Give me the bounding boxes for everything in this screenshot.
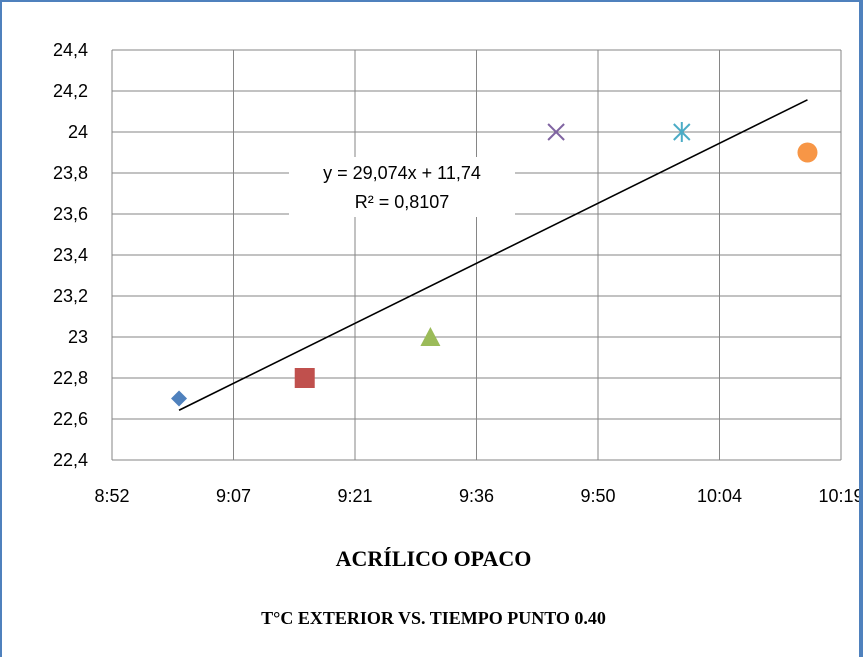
x-tick-label: 9:07 [216,486,251,506]
data-point-star [673,122,691,142]
y-tick-label: 22,6 [53,409,88,429]
y-tick-label: 24,4 [53,40,88,60]
chart-caption-subtitle: T°C EXTERIOR VS. TIEMPO PUNTO 0.40 [261,608,606,628]
x-tick-label: 9:36 [459,486,494,506]
x-tick-label: 9:50 [580,486,615,506]
data-point-circle [797,142,818,163]
x-tick-label: 8:52 [94,486,129,506]
y-axis-tick-labels: 22,4 22,6 22,8 23 23,2 23,4 23,6 23,8 24 24,2 24,4 [53,40,88,470]
data-point-x [547,123,565,141]
y-tick-label: 24 [68,122,88,142]
trendline-equation-background [289,157,515,217]
trendline-r-squared: R² = 0,8107 [355,192,450,212]
y-tick-label: 23,8 [53,163,88,183]
x-tick-label: 10:04 [697,486,742,506]
y-tick-label: 23,4 [53,245,88,265]
data-point-triangle [420,327,441,346]
x-tick-label: 9:21 [337,486,372,506]
trendline [178,99,808,411]
gridlines [111,49,842,461]
trendline-equation: y = 29,074x + 11,74 [323,163,481,183]
x-axis-tick-labels: 8:52 9:07 9:21 9:36 9:50 10:04 10:19 [94,486,859,506]
chart-caption-title: ACRÍLICO OPACO [335,546,532,571]
trendline-group [178,99,808,411]
data-points [171,122,818,407]
data-point-square [294,368,315,388]
x-tick-label: 10:19 [818,486,859,506]
y-tick-label: 23,6 [53,204,88,224]
data-point-diamond [171,390,188,407]
trendline-equation-box: y = 29,074x + 11,74 R² = 0,8107 [289,157,515,217]
y-tick-label: 24,2 [53,81,88,101]
y-tick-label: 23,2 [53,286,88,306]
scatter-chart: 8:52 9:07 9:21 9:36 9:50 10:04 10:19 22,422,62… [53,40,859,506]
y-tick-label: 23 [68,327,88,347]
y-tick-label: 22,4 [53,450,88,470]
y-tick-label: 22,8 [53,368,88,388]
